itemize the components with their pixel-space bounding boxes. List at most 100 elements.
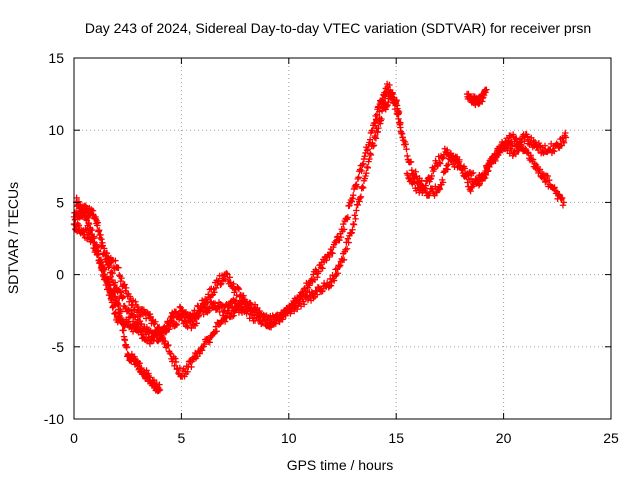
data-point [343,245,351,252]
data-point [360,155,368,163]
data-point [534,146,542,154]
data-point [513,142,520,149]
data-point [337,233,345,241]
data-point [348,229,355,236]
data-point [340,256,348,263]
data-point [234,284,242,292]
data-point [211,300,219,307]
data-point [121,281,128,288]
data-point [315,268,322,275]
data-point [83,214,91,222]
data-point [361,153,368,160]
data-point [119,294,126,302]
data-point [177,304,184,311]
data-point [131,353,138,361]
x-tick-label: 10 [281,430,297,446]
data-point [355,174,362,181]
y-tick-label: 15 [48,50,64,66]
data-point [93,241,100,248]
data-point [323,257,330,264]
data-point [243,310,250,317]
data-point [306,282,313,289]
grid [74,58,611,419]
data-point [155,323,163,331]
data-point [443,162,451,169]
data-point [211,289,218,296]
data-point [120,327,127,334]
data-point [553,140,560,147]
data-point [467,187,474,195]
data-point [138,364,145,372]
data-point [118,274,125,282]
data-point [389,89,396,96]
data-point [333,271,340,279]
data-point [363,169,370,177]
data-point [527,152,534,159]
data-point [271,320,278,327]
y-tick-label: 10 [48,122,64,138]
data-point [176,303,184,311]
data-point [366,155,373,163]
data-point [559,202,567,209]
data-point [97,256,105,263]
data-point [370,142,378,149]
data-point [359,183,366,191]
data-point [117,308,124,315]
data-point [165,326,173,333]
data-point [244,304,252,312]
data-point [455,158,463,165]
data-point [116,288,124,295]
data-point [351,212,358,219]
data-point [248,307,256,314]
data-point [326,253,333,261]
data-point [364,145,372,153]
data-point [336,263,343,270]
data-point [369,127,376,134]
data-point [235,309,243,316]
data-point [344,214,352,221]
series-track-g [463,86,490,109]
y-tick-label: -5 [52,339,65,355]
data-point [327,282,335,289]
data-point [195,312,203,319]
data-point [524,149,531,156]
data-point [521,138,528,145]
data-point [184,323,191,331]
data-point [340,226,348,233]
data-point [430,166,438,173]
data-point [512,135,520,142]
data-point [366,136,374,143]
data-point [354,175,362,183]
data-point [437,160,444,167]
data-point [358,167,365,175]
data-point [512,150,520,158]
data-point [403,145,410,153]
data-point [345,239,352,246]
data-point [108,269,115,276]
data-point [458,165,466,173]
data-point [483,86,490,93]
series-track-f [403,129,570,199]
data-point [223,270,230,277]
data-point [357,193,365,200]
y-axis-label: SDTVAR / TECUs [5,182,21,294]
data-point [109,269,116,277]
data-point [172,355,179,362]
data-point [397,119,404,127]
data-point [188,363,195,371]
data-series [70,80,570,395]
data-point [172,309,179,316]
data-point [413,179,421,186]
data-point [360,160,367,167]
chart-title: Day 243 of 2024, Sidereal Day-to-day VTE… [85,20,591,36]
data-point [366,139,373,146]
data-point [156,386,164,394]
data-point [529,156,537,163]
data-point [412,168,419,175]
data-point [349,195,356,202]
data-point [536,166,544,173]
data-point [404,171,411,179]
y-tick-label: 5 [56,194,64,210]
data-point [485,167,492,174]
